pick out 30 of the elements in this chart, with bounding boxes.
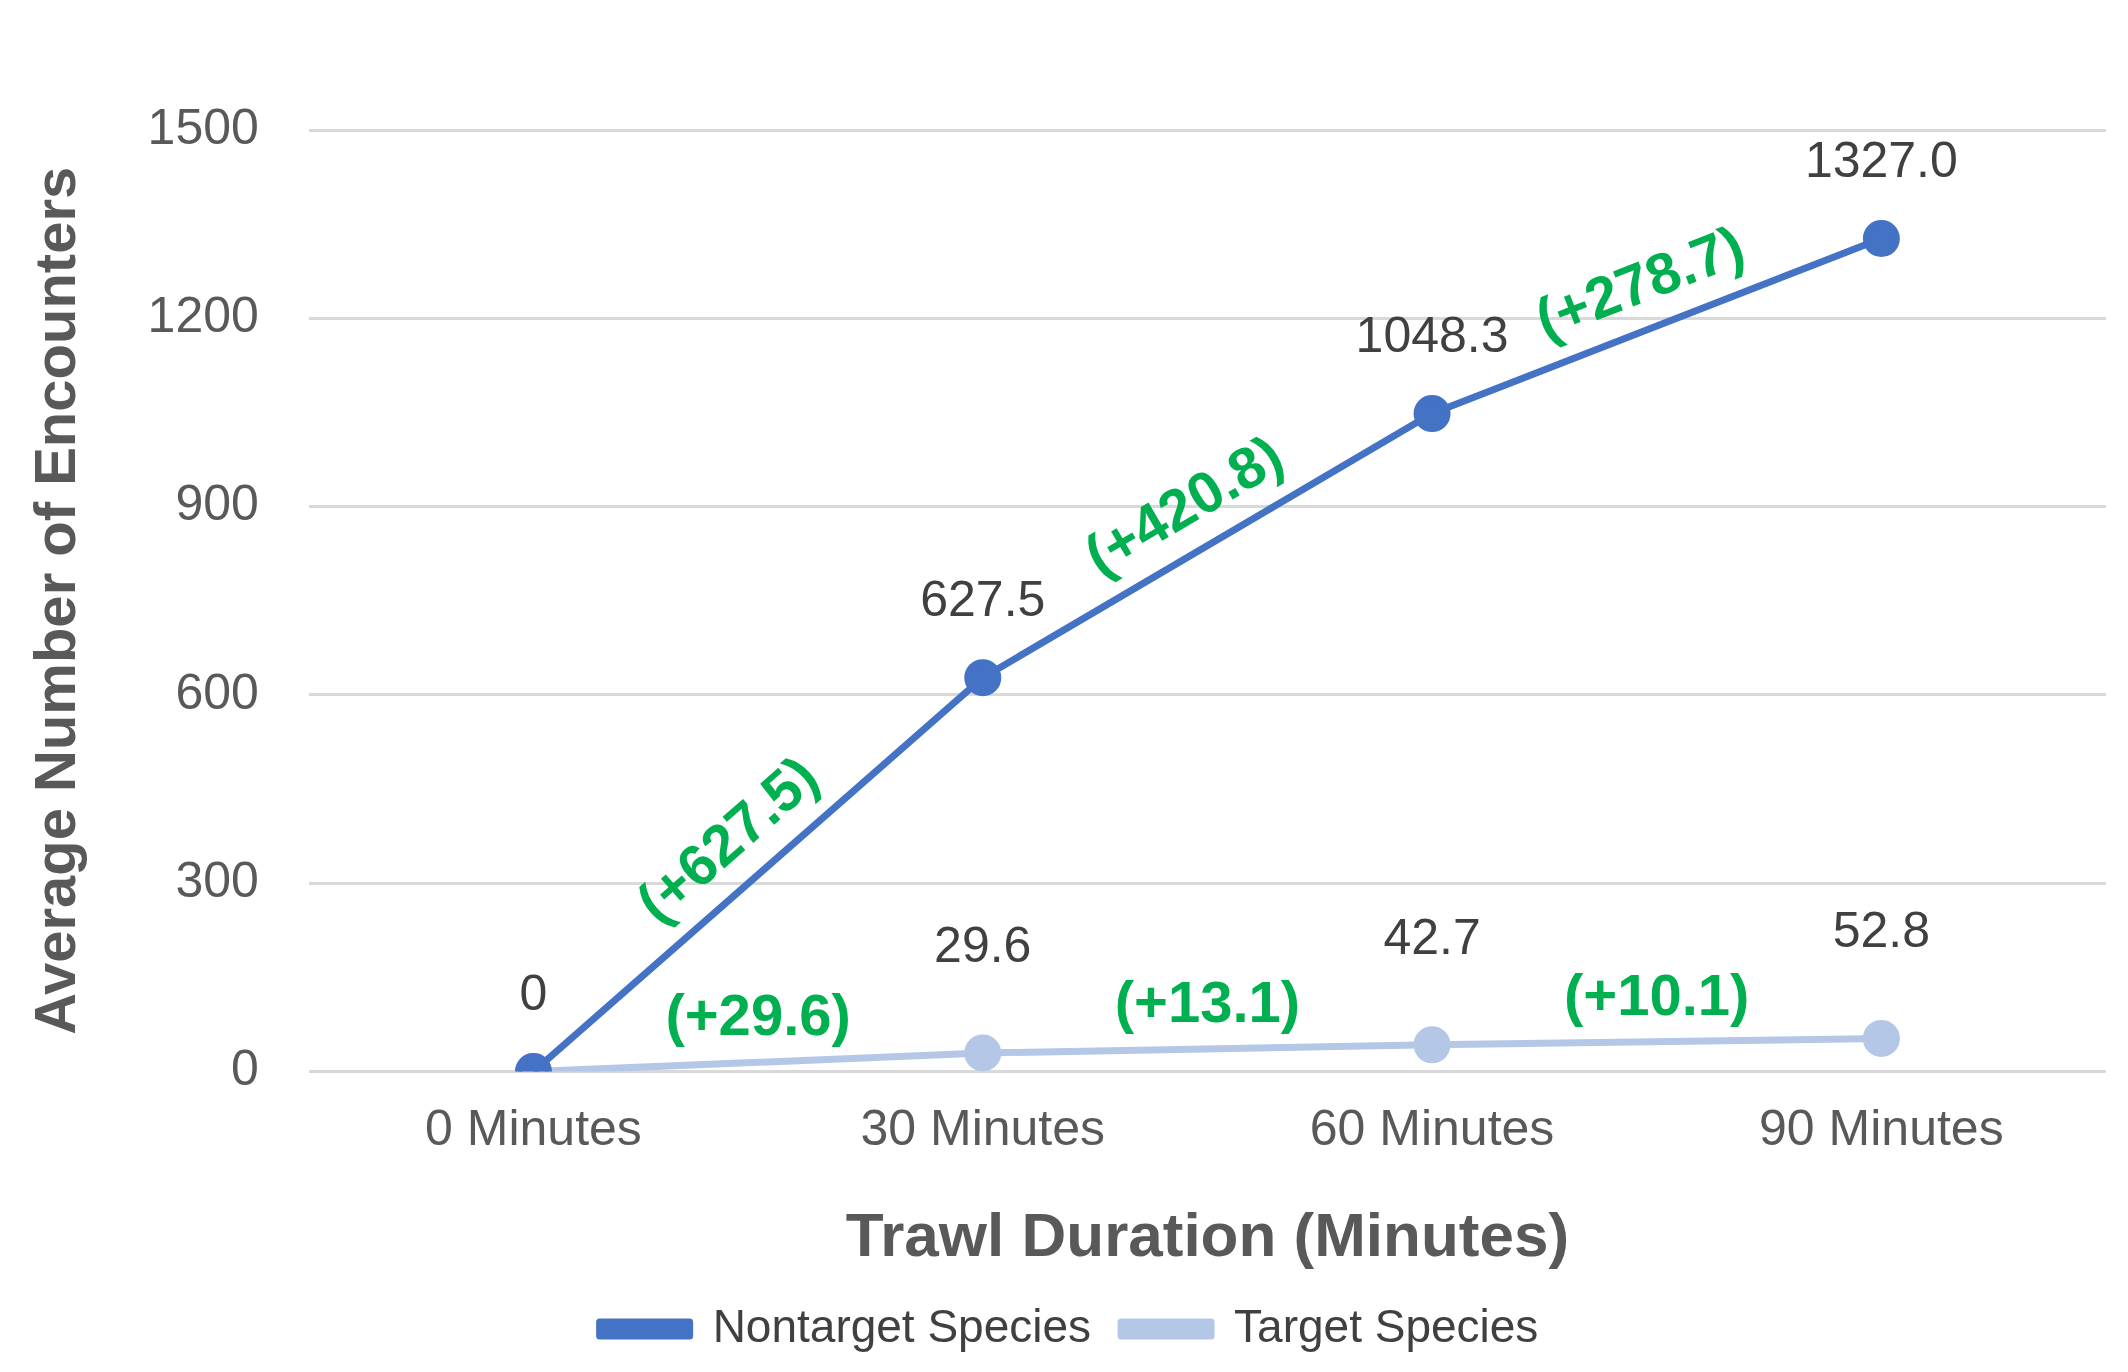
legend-label: Target Species — [1234, 1299, 1539, 1352]
y-tick-label: 300 — [175, 852, 259, 909]
point — [1413, 395, 1451, 433]
data-label: 0 — [519, 965, 548, 1022]
point — [964, 1034, 1002, 1072]
point — [964, 659, 1002, 697]
y-tick-label: 900 — [175, 475, 259, 532]
data-label: 1048.3 — [1355, 307, 1509, 364]
x-axis-title: Trawl Duration (Minutes) — [845, 1199, 1570, 1269]
annotation: (+10.1) — [1564, 961, 1750, 1027]
y-tick-label: 1500 — [147, 98, 259, 155]
point — [1413, 1026, 1451, 1064]
y-tick-label: 0 — [231, 1040, 259, 1097]
data-label: 52.8 — [1832, 902, 1931, 959]
x-tick-label: 0 Minutes — [425, 1100, 642, 1157]
data-label: 1327.0 — [1804, 132, 1958, 189]
x-tick-label: 60 Minutes — [1309, 1100, 1555, 1157]
point — [1862, 220, 1900, 258]
x-tick-label: 90 Minutes — [1759, 1100, 2004, 1157]
data-label: 29.6 — [934, 916, 1032, 973]
data-label: 42.7 — [1383, 908, 1481, 965]
x-tick-label: 30 Minutes — [860, 1100, 1106, 1157]
point — [1862, 1019, 1900, 1057]
legend-label: Nontarget Species — [712, 1299, 1092, 1352]
data-label: 627.5 — [920, 571, 1046, 628]
y-tick-label: 1200 — [147, 287, 259, 344]
annotation: (+29.6) — [665, 982, 851, 1048]
y-axis-title: Average Number of Encounters — [21, 166, 87, 1035]
annotation: (+13.1) — [1114, 968, 1301, 1034]
y-tick-label: 600 — [175, 663, 259, 720]
